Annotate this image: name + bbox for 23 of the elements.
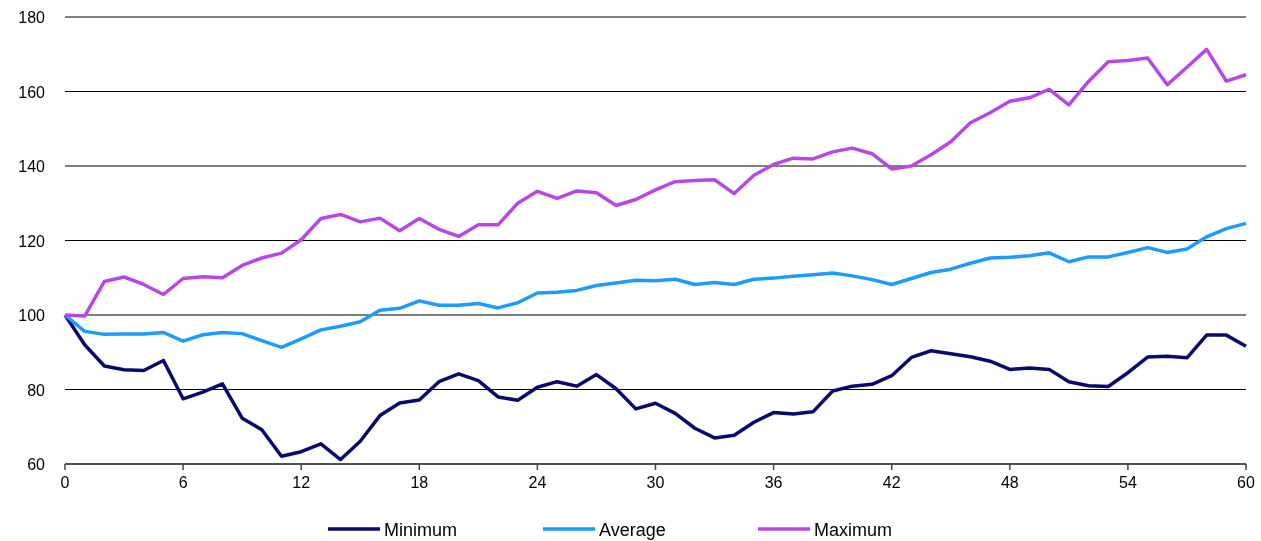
line-series — [63, 47, 1248, 318]
x-tick-label: 36 — [764, 474, 783, 491]
x-tick-label: 30 — [646, 474, 665, 491]
x-tick-label: 42 — [882, 474, 901, 491]
x-tick-label: 60 — [1237, 474, 1255, 491]
x-tick-label: 0 — [60, 474, 70, 491]
x-tick-label: 6 — [178, 474, 188, 491]
x-tick-label: 54 — [1119, 474, 1137, 491]
legend-label: Maximum — [814, 520, 893, 540]
y-tick-label: 60 — [27, 456, 46, 473]
y-tick-label: 120 — [18, 232, 46, 250]
x-tick-label: 18 — [410, 474, 429, 491]
x-tick-label: 12 — [292, 474, 311, 491]
legend-label: Minimum — [384, 520, 458, 540]
y-tick-label: 180 — [18, 9, 46, 26]
y-tick-label: 80 — [27, 381, 46, 399]
y-tick-label: 140 — [18, 158, 46, 175]
line-series — [63, 221, 1248, 350]
legend-label: Average — [599, 520, 666, 540]
x-tick-label: 24 — [528, 474, 547, 491]
y-tick-label: 160 — [18, 83, 46, 101]
x-tick-label: 48 — [1000, 474, 1019, 491]
y-tick-label: 100 — [18, 307, 46, 324]
